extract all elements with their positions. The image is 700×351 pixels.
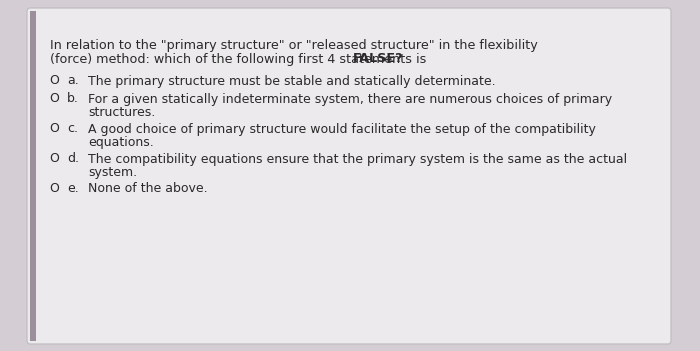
Text: c.: c. [67, 122, 78, 135]
Text: A good choice of primary structure would facilitate the setup of the compatibili: A good choice of primary structure would… [88, 122, 596, 135]
Text: O: O [49, 74, 59, 87]
Text: a.: a. [67, 74, 78, 87]
Text: O: O [49, 152, 59, 166]
Text: e.: e. [67, 183, 78, 196]
Text: The primary structure must be stable and statically determinate.: The primary structure must be stable and… [88, 74, 496, 87]
Text: FALSE?: FALSE? [353, 53, 403, 66]
Text: O: O [49, 122, 59, 135]
Text: In relation to the "primary structure" or "released structure" in the flexibilit: In relation to the "primary structure" o… [50, 39, 538, 52]
Bar [30, 11, 36, 341]
Text: b.: b. [67, 93, 79, 106]
Text: d.: d. [67, 152, 79, 166]
Text: For a given statically indeterminate system, there are numerous choices of prima: For a given statically indeterminate sys… [88, 93, 612, 106]
Text: structures.: structures. [88, 106, 155, 119]
FancyBboxPatch shape [27, 8, 671, 344]
Text: system.: system. [88, 166, 137, 179]
Text: O: O [49, 93, 59, 106]
Text: O: O [49, 183, 59, 196]
Text: equations.: equations. [88, 136, 154, 149]
Text: The compatibility equations ensure that the primary system is the same as the ac: The compatibility equations ensure that … [88, 152, 627, 166]
Text: (force) method: which of the following first 4 statements is: (force) method: which of the following f… [50, 53, 430, 66]
Text: None of the above.: None of the above. [88, 183, 208, 196]
